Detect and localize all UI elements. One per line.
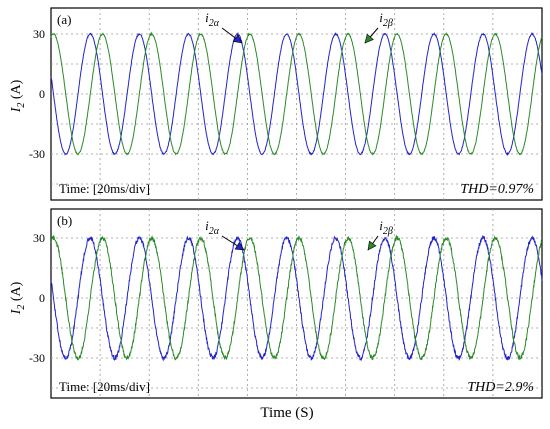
series-line-i2-beta	[50, 31, 543, 156]
y-axis-label-b: I2 (A)	[9, 281, 27, 315]
y-tick-label: 0	[39, 87, 45, 101]
series-line-i2-alpha	[50, 234, 543, 362]
y-tick-label: -30	[29, 147, 45, 161]
panel-b: 30 0 -30 (b) Time: [20ms/div] THD=2.9% i2α i2β	[29, 208, 543, 399]
annotation-label: i2α	[205, 10, 220, 29]
panel-label: (a)	[57, 12, 71, 27]
ylabel-main: I	[9, 308, 24, 315]
thd-text: THD=2.9%	[467, 380, 534, 395]
annotation-arrow-head	[367, 240, 377, 251]
time-scale-text: Time: [20ms/div]	[59, 181, 150, 196]
y-tick-label: -30	[29, 351, 45, 365]
y-tick-label: 30	[33, 27, 45, 41]
panel-a: 30 0 -30 (a) Time: [20ms/div] THD=0.97% i2α i2β	[29, 7, 543, 201]
panel-label: (b)	[57, 213, 72, 228]
time-scale-text: Time: [20ms/div]	[59, 379, 150, 394]
ylabel-sub: 2	[16, 103, 27, 108]
series-line-i2-beta	[50, 234, 543, 361]
ylabel-main: I	[9, 106, 24, 113]
series-line-i2-alpha	[50, 31, 543, 156]
ylabel-sub: 2	[16, 305, 27, 310]
annotation-label: i2β	[379, 10, 393, 29]
ylabel-unit: (A)	[9, 79, 24, 102]
y-tick-label: 30	[33, 231, 45, 245]
thd-text: THD=0.97%	[460, 182, 534, 197]
svg-text:I2 (A): I2 (A)	[9, 79, 27, 113]
ylabel-unit: (A)	[9, 281, 24, 304]
annotation-arrow-head	[232, 34, 243, 44]
annotation-arrow-head	[234, 241, 245, 251]
svg-text:I2 (A): I2 (A)	[9, 281, 27, 315]
y-tick-label: 0	[39, 291, 45, 305]
annotation-arrow-head	[364, 33, 374, 44]
annotation-label: i2α	[205, 218, 220, 237]
annotation-label: i2β	[379, 218, 393, 237]
y-axis-label-a: I2 (A)	[9, 79, 27, 113]
x-axis-label: Time (S)	[260, 405, 313, 421]
